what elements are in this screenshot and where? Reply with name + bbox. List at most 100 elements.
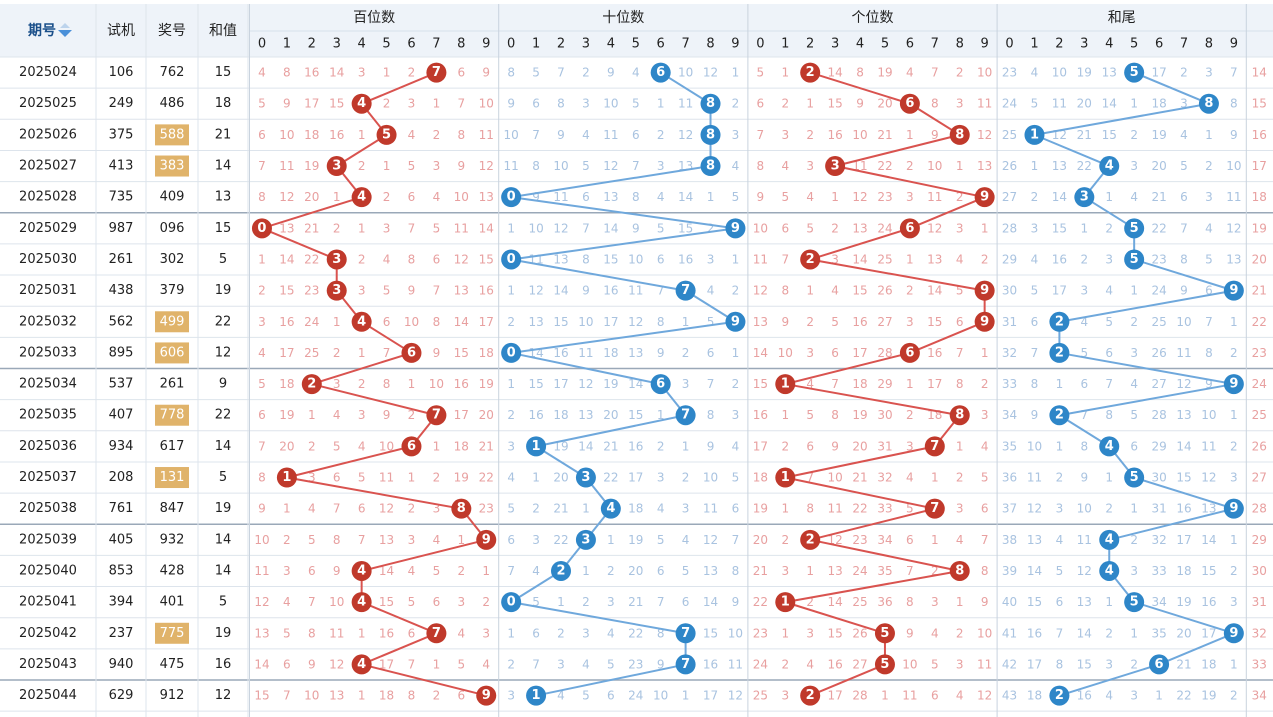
ball-number-units: 8 [955, 408, 964, 423]
miss-value: 11 [603, 128, 618, 142]
prize-cell: 383 [160, 159, 185, 174]
miss-value: 3 [1130, 159, 1138, 173]
digit-header-2-4: 4 [856, 37, 864, 52]
ball-units [800, 685, 821, 706]
miss-value: 3 [1130, 564, 1138, 578]
miss-value: 43 [1002, 689, 1017, 703]
digit-header-1-1: 1 [532, 37, 540, 52]
ball-number-units: 2 [806, 65, 815, 80]
miss-value: 3 [1180, 97, 1188, 111]
sort-up-icon[interactable] [60, 23, 70, 28]
digit-header-1-8: 8 [706, 37, 714, 52]
prize-cell: 762 [160, 65, 185, 80]
miss-value: 17 [454, 408, 469, 422]
miss-value: 6 [1031, 315, 1039, 329]
miss-value: 1 [1130, 502, 1138, 516]
miss-value: 2 [582, 595, 590, 609]
miss-value: 16 [454, 377, 469, 391]
miss-value: 7 [557, 66, 565, 80]
ball-tens [600, 498, 621, 519]
miss-value: 2 [283, 533, 291, 547]
miss-value: 3 [482, 626, 490, 640]
miss-value: 28 [852, 689, 867, 703]
ball-number-sum_tail: 2 [1055, 408, 1064, 423]
sort-down-icon[interactable] [58, 30, 72, 37]
miss-value: 15 [329, 97, 344, 111]
miss-value: 8 [1031, 377, 1039, 391]
miss-value: 10 [653, 689, 668, 703]
miss-value: 1 [1130, 626, 1138, 640]
miss-value: 12 [678, 128, 693, 142]
period-cell: 2025026 [19, 127, 77, 142]
miss-value: 17 [479, 315, 494, 329]
miss-value: 14 [578, 439, 593, 453]
miss-value: 15 [254, 689, 269, 703]
miss-value: 5 [732, 471, 740, 485]
miss-value: 6 [707, 346, 715, 360]
miss-value: 5 [433, 221, 441, 235]
miss-value: 7 [1180, 221, 1188, 235]
ball-units [949, 405, 970, 426]
miss-value: 1 [1031, 159, 1039, 173]
ball-number-units: 9 [980, 283, 989, 298]
miss-value: 2 [383, 190, 391, 204]
miss-value: 12 [603, 159, 618, 173]
miss-value: 1 [1130, 284, 1138, 298]
miss-value: 22 [1151, 221, 1166, 235]
miss-value: 9 [781, 315, 789, 329]
prize-header: 奖号 [158, 22, 186, 39]
miss-value: 34 [1151, 595, 1166, 609]
miss-value: 16 [479, 284, 494, 298]
miss-value: 16 [553, 346, 568, 360]
miss-value: 1 [906, 377, 914, 391]
miss-value: 19 [1176, 595, 1191, 609]
trend-line-hundreds [286, 476, 462, 510]
miss-value: 4 [607, 626, 615, 640]
trend-line-sum_tail [1034, 102, 1210, 136]
miss-value: 41 [1002, 626, 1017, 640]
miss-value: 3 [358, 408, 366, 422]
miss-value: 30 [877, 408, 892, 422]
miss-value: 7 [582, 221, 590, 235]
miss-value: 18 [379, 689, 394, 703]
miss-value: 4 [333, 408, 341, 422]
miss-value: 3 [781, 564, 789, 578]
miss-value: 17 [753, 439, 768, 453]
miss-value: 14 [479, 221, 494, 235]
miss-value: 24 [1151, 284, 1166, 298]
period-cell: 2025031 [19, 283, 77, 298]
miss-value: 7 [408, 221, 416, 235]
miss-value: 4 [557, 689, 565, 703]
miss-value: 4 [1056, 533, 1064, 547]
miss-value: 1 [781, 626, 789, 640]
miss-value: 19 [1077, 66, 1092, 80]
ball-number-hundreds: 6 [407, 345, 416, 360]
miss-value: 6 [1080, 377, 1088, 391]
digit-header-2-5: 5 [881, 37, 889, 52]
digit-header-2-3: 3 [831, 37, 839, 52]
sum-cell: 14 [215, 439, 232, 454]
miss-value: 8 [1180, 252, 1188, 266]
ball-units [775, 467, 796, 488]
ball-units [874, 654, 895, 675]
miss-value: 8 [981, 564, 989, 578]
period-cell: 2025044 [19, 688, 77, 703]
miss-value: 13 [279, 221, 294, 235]
digit-header-3-3: 3 [1080, 37, 1088, 52]
miss-value: 26 [852, 626, 867, 640]
ball-sum_tail [1124, 592, 1145, 613]
ball-number-units: 8 [955, 563, 964, 578]
digit-header-1-3: 3 [582, 37, 590, 52]
miss-value: 13 [454, 284, 469, 298]
ball-sum_tail [1124, 467, 1145, 488]
sum-cell: 18 [215, 96, 232, 111]
miss-value: 4 [956, 689, 964, 703]
miss-value: 22 [753, 595, 768, 609]
trend-line-units [785, 569, 960, 604]
miss-value: 14 [703, 595, 718, 609]
miss-value: 14 [827, 595, 842, 609]
trend-line-sum_tail [1133, 601, 1235, 635]
miss-value: 11 [379, 471, 394, 485]
miss-value: 7 [707, 377, 715, 391]
ball-number-tens: 9 [731, 314, 740, 329]
